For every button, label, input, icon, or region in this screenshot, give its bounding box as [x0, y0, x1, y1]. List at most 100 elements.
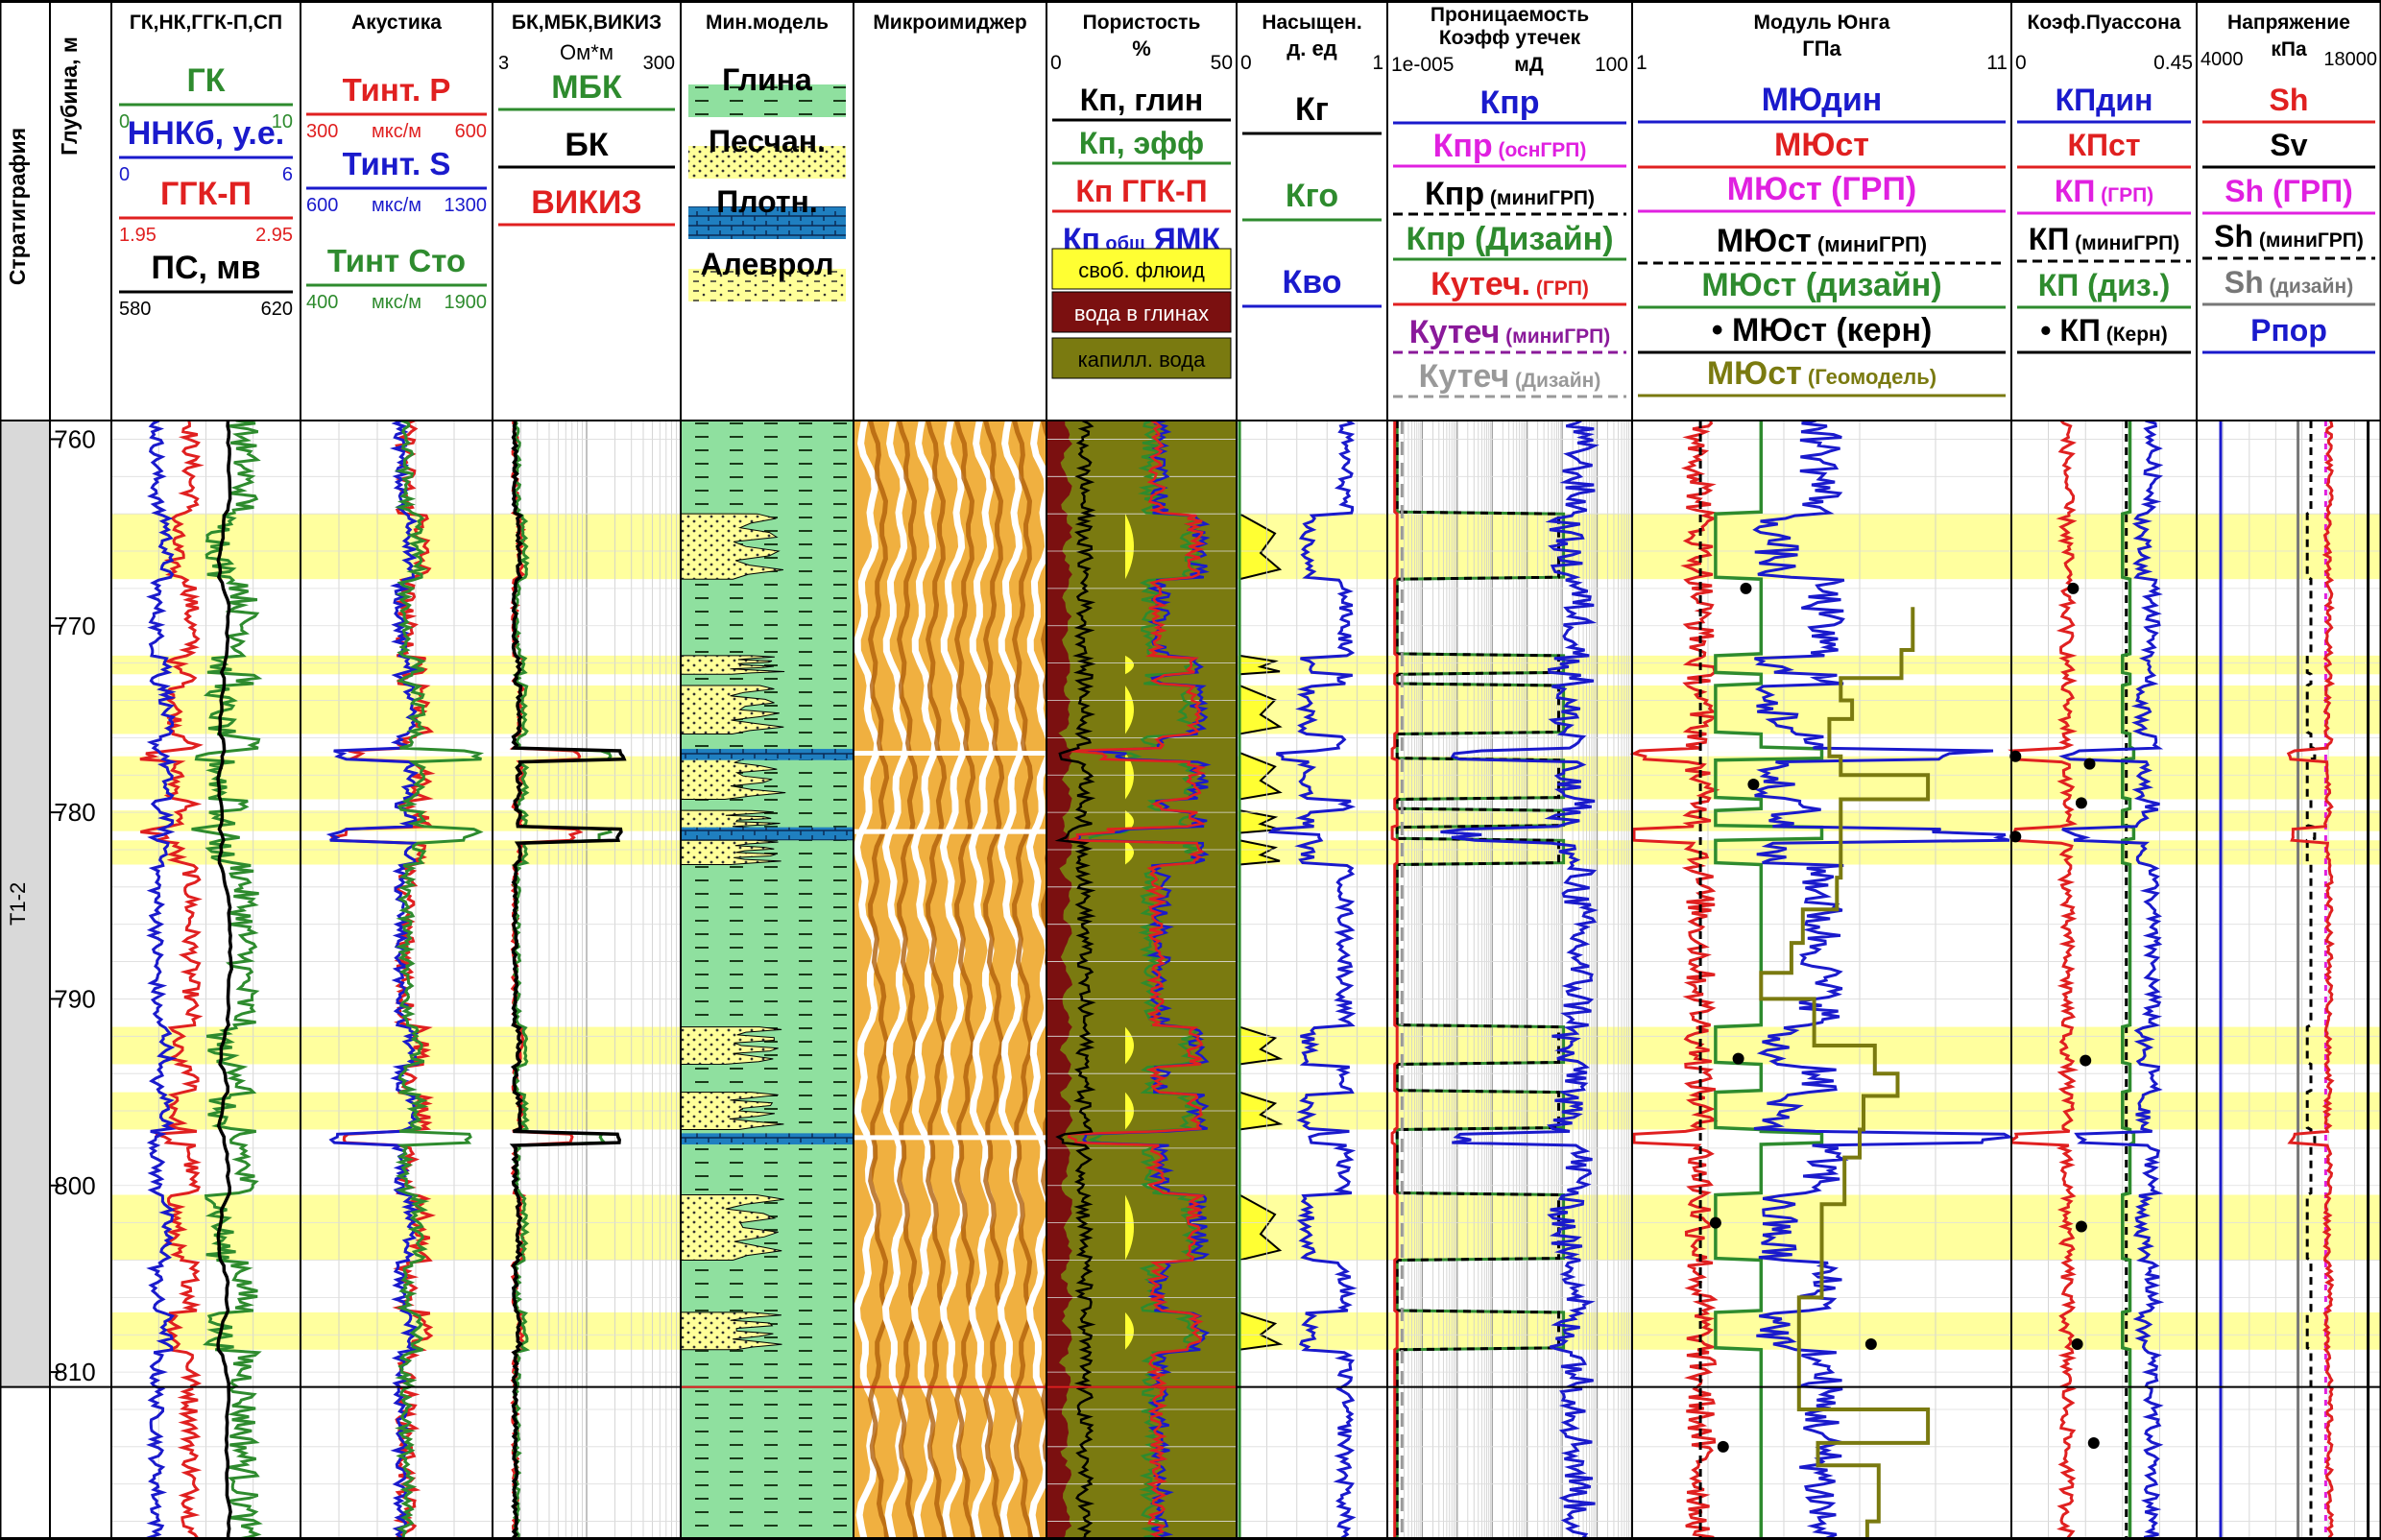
- scale-min: 1: [1636, 52, 1647, 74]
- scale-min: 600: [306, 195, 338, 216]
- legend-КПст: КПст: [2068, 128, 2141, 162]
- scale-max: 300: [643, 53, 675, 74]
- legend-Тинт. Р: Тинт. Р: [343, 72, 451, 108]
- dense-gap: [111, 830, 2381, 837]
- scale-min: 0: [1240, 52, 1252, 74]
- curve-kvo: [1267, 419, 1358, 1540]
- scale-min: 400: [306, 292, 338, 313]
- legend-МЮст (ГРП): МЮст (ГРП): [1727, 171, 1916, 207]
- legend-Кво: Кво: [1283, 264, 1342, 301]
- legend-МБК: МБК: [551, 69, 622, 106]
- core-point-youngs: [1740, 582, 1752, 594]
- image-trace: [997, 420, 1025, 1539]
- track-title-mm: Мин.модель: [706, 12, 829, 34]
- legend-Кг: Кг: [1295, 91, 1329, 128]
- curve-kpr-mini: [1395, 421, 1560, 1539]
- free-fluid-fill: [1125, 685, 1134, 734]
- dense-layer: [681, 1133, 854, 1145]
- curve-kuteq-grp: [1390, 421, 1399, 1539]
- core-point-youngs: [1747, 778, 1760, 790]
- scale-max: 1300: [445, 195, 488, 216]
- core-point-youngs: [1709, 1216, 1721, 1229]
- track-title-yng: Модуль Юнга: [1754, 12, 1890, 34]
- track-title-perm: Проницаемость: [1431, 4, 1589, 26]
- legend-Кпр: Кпр: [1479, 84, 1539, 121]
- clay-column: [681, 421, 854, 1540]
- scale-unit: мкс/м: [372, 195, 421, 216]
- legend-Рпор: Рпор: [2250, 313, 2327, 348]
- image-trace-dark: [896, 420, 919, 1539]
- track-title-depth: Глубина, м: [57, 36, 82, 156]
- sand-body: [680, 1193, 784, 1261]
- curve-kp-ggk: [1067, 419, 1207, 1540]
- lithology-swatch: [688, 206, 846, 239]
- scale-max: 1900: [445, 292, 488, 313]
- scale-min: 4000: [2201, 49, 2244, 70]
- scale-min: 0: [2015, 52, 2027, 74]
- fill-label: капилл. вода: [1078, 348, 1206, 372]
- sand-body: [680, 1311, 782, 1351]
- scale-min: 0: [1050, 52, 1062, 74]
- scale-unit: д. ед: [1287, 36, 1336, 60]
- image-trace-dark: [925, 420, 948, 1539]
- lithology-label: Плотн.: [716, 184, 818, 219]
- legend-КП (диз.): КП (диз.): [2038, 268, 2171, 302]
- curve-kp-st: [2008, 419, 2080, 1540]
- scale-unit: ГПа: [1802, 36, 1841, 60]
- strat-unit-label: Т1-2: [6, 882, 30, 926]
- image-gap: [854, 751, 1046, 757]
- legend-ГГК-П: ГГК-П: [160, 176, 252, 212]
- free-fluid-fill: [1125, 655, 1134, 675]
- curve-ggk-p: [139, 420, 204, 1540]
- image-trace: [1025, 420, 1054, 1539]
- core-point-poisson: [2067, 582, 2080, 594]
- dense-layer: [681, 749, 854, 760]
- scale-min: 3: [498, 53, 509, 74]
- legend-Кго: Кго: [1286, 178, 1338, 214]
- legend-Sv: Sv: [2270, 128, 2307, 162]
- dense-layer: [681, 827, 854, 841]
- track-title-sat: Насыщен.: [1262, 12, 1361, 34]
- curve-kp-dyn: [2058, 419, 2165, 1540]
- free-fluid-fill: [1125, 752, 1134, 800]
- sand-body: [680, 839, 782, 866]
- curve-tint-sto: [394, 419, 485, 1540]
- scale-min: 1.95: [119, 225, 156, 246]
- scale-unit: %: [1132, 36, 1151, 60]
- legend-• МЮст (керн): • МЮст (керн): [1712, 312, 1933, 349]
- image-trace: [910, 420, 939, 1539]
- sand-body: [680, 655, 785, 675]
- track-title-strat: Стратиграфия: [5, 128, 30, 285]
- core-point-poisson: [2083, 758, 2096, 770]
- sand-body: [680, 1026, 782, 1065]
- legend-МЮст (дизайн): МЮст (дизайн): [1701, 267, 1941, 303]
- legend-ННКб, у.е.: ННКб, у.е.: [128, 115, 284, 152]
- curve-ps: [216, 420, 233, 1540]
- image-trace-dark: [867, 420, 890, 1539]
- fill-label: своб. флюид: [1078, 258, 1205, 282]
- core-point-poisson: [2075, 1220, 2087, 1233]
- free-fluid-fill: [1125, 840, 1134, 865]
- curve-kp-design: [2121, 421, 2136, 1539]
- core-point-poisson: [2071, 1337, 2083, 1350]
- strat-unit-fill: [0, 421, 50, 1387]
- scale-unit: кПа: [2271, 38, 2307, 60]
- core-point-poisson: [2087, 1436, 2100, 1449]
- lithology-label: Алеврол: [700, 247, 833, 281]
- image-gap: [854, 1135, 1046, 1141]
- core-point-poisson: [2080, 1054, 2092, 1067]
- fill-swatch: [1051, 291, 1232, 333]
- image-trace: [881, 420, 910, 1539]
- track-title-mi: Микроимиджер: [873, 12, 1026, 34]
- curve-bk: [509, 420, 627, 1540]
- scale-max: 10: [272, 111, 293, 132]
- image-trace-dark: [1011, 420, 1034, 1539]
- scale-min: 1e-005: [1391, 54, 1454, 76]
- core-point-youngs: [1864, 1337, 1877, 1350]
- image-trace: [853, 420, 881, 1539]
- scale-max: 2.95: [255, 225, 293, 246]
- legend-Тинт Сто: Тинт Сто: [327, 243, 466, 278]
- scale-max: 100: [1595, 54, 1628, 76]
- lithology-swatch: [688, 269, 846, 301]
- legend-Кп, эфф: Кп, эфф: [1079, 126, 1204, 160]
